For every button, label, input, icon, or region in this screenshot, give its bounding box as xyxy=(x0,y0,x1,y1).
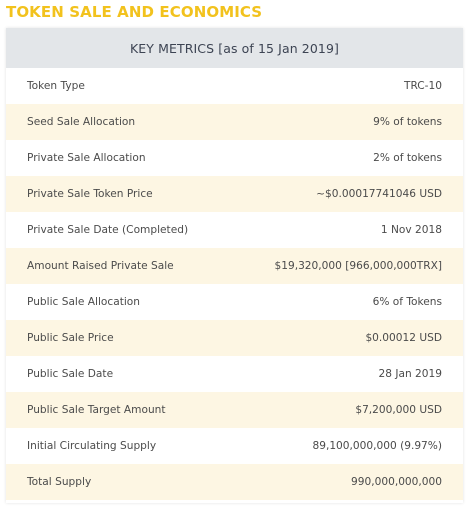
row-value: ~$0.00017741046 USD xyxy=(316,188,442,200)
row-value: 9% of tokens xyxy=(373,116,442,128)
table-row: Amount Raised Private Sale $19,320,000 [… xyxy=(6,248,463,284)
row-value: 6% of Tokens xyxy=(372,296,442,308)
table-row: Public Sale Date 28 Jan 2019 xyxy=(6,356,463,392)
row-value: 2% of tokens xyxy=(373,152,442,164)
row-value: $19,320,000 [966,000,000TRX] xyxy=(274,260,442,272)
table-row: Public Sale Target Amount $7,200,000 USD xyxy=(6,392,463,428)
row-label: Seed Sale Allocation xyxy=(27,116,136,128)
key-metrics-table: KEY METRICS [as of 15 Jan 2019] Token Ty… xyxy=(6,28,463,503)
table-row: Seed Sale Allocation 9% of tokens xyxy=(6,104,463,140)
table-row: Private Sale Token Price ~$0.00017741046… xyxy=(6,176,463,212)
row-label: Amount Raised Private Sale xyxy=(27,260,174,272)
row-label: Initial Circulating Supply xyxy=(27,440,157,452)
row-label: Total Supply xyxy=(27,476,92,488)
table-row: Initial Circulating Supply 89,100,000,00… xyxy=(6,428,463,464)
table-body: Token Type TRC-10 Seed Sale Allocation 9… xyxy=(6,68,463,500)
table-row: Total Supply 990,000,000,000 xyxy=(6,464,463,500)
table-row: Token Type TRC-10 xyxy=(6,68,463,104)
row-value: $0.00012 USD xyxy=(365,332,442,344)
section-title: TOKEN SALE AND ECONOMICS xyxy=(6,3,263,21)
row-label: Private Sale Date (Completed) xyxy=(27,224,189,236)
table-row: Private Sale Allocation 2% of tokens xyxy=(6,140,463,176)
table-header: KEY METRICS [as of 15 Jan 2019] xyxy=(6,28,463,68)
row-label: Private Sale Token Price xyxy=(27,188,153,200)
row-value: 89,100,000,000 (9.97%) xyxy=(312,440,442,452)
row-value: TRC-10 xyxy=(403,80,442,92)
row-value: 1 Nov 2018 xyxy=(380,224,442,236)
row-label: Token Type xyxy=(27,80,85,92)
table-row: Private Sale Date (Completed) 1 Nov 2018 xyxy=(6,212,463,248)
table-row: Public Sale Price $0.00012 USD xyxy=(6,320,463,356)
row-label: Public Sale Target Amount xyxy=(27,404,166,416)
row-label: Public Sale Date xyxy=(27,368,114,380)
row-label: Public Sale Price xyxy=(27,332,114,344)
row-value: 28 Jan 2019 xyxy=(378,368,442,380)
row-label: Public Sale Allocation xyxy=(27,296,140,308)
row-value: $7,200,000 USD xyxy=(355,404,442,416)
row-value: 990,000,000,000 xyxy=(351,476,442,488)
table-row: Public Sale Allocation 6% of Tokens xyxy=(6,284,463,320)
row-label: Private Sale Allocation xyxy=(27,152,146,164)
